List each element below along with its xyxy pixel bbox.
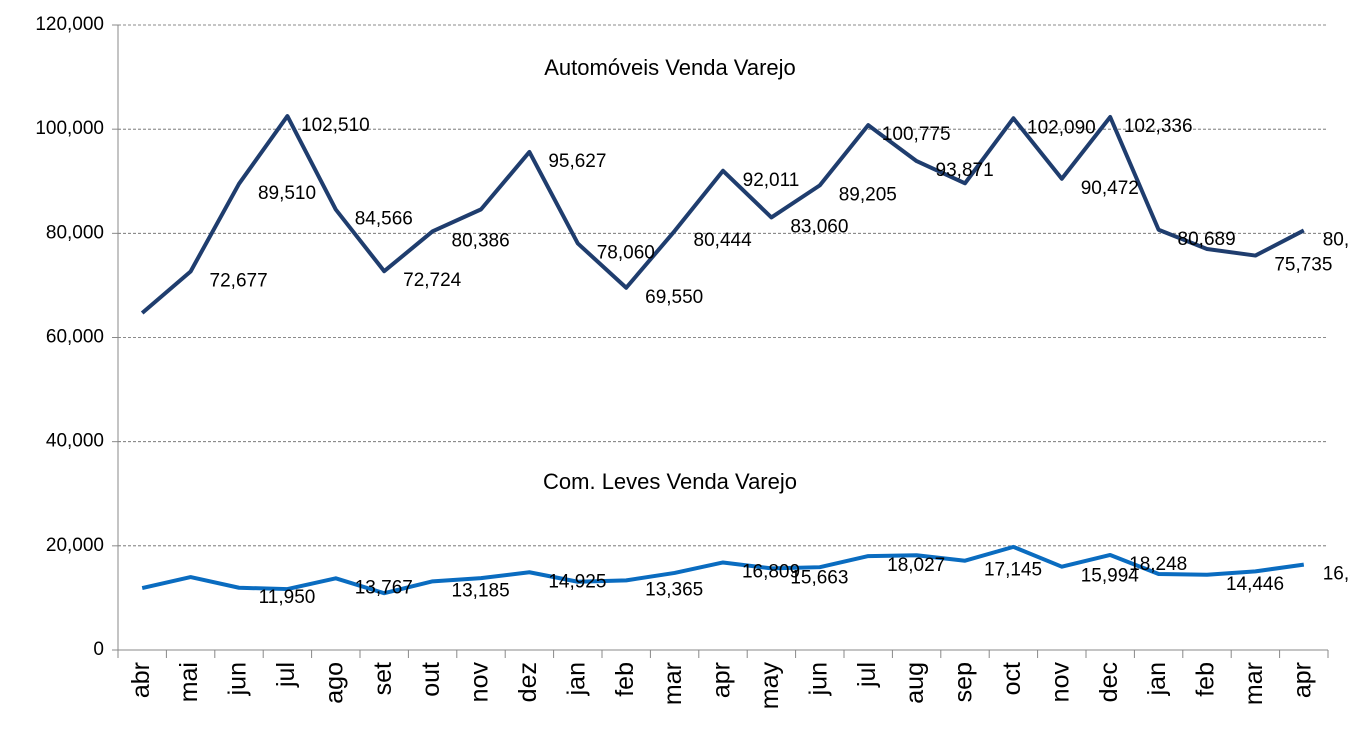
data-label: 14,925 xyxy=(548,571,606,592)
x-tick-label: nov xyxy=(1046,662,1074,703)
data-label: 15,663 xyxy=(790,567,848,588)
y-tick-label: 60,000 xyxy=(46,327,104,348)
x-tick-label: aug xyxy=(901,662,929,704)
x-tick-label: out xyxy=(417,662,445,697)
x-tick-label: set xyxy=(369,662,397,695)
data-label: 89,205 xyxy=(839,184,897,205)
y-tick-label: 20,000 xyxy=(46,535,104,556)
x-tick-label: jul xyxy=(272,662,300,688)
y-tick-label: 40,000 xyxy=(46,431,104,452)
data-label: 80,444 xyxy=(694,230,753,251)
x-tick-label: dec xyxy=(1095,662,1123,702)
x-tick-label: sep xyxy=(950,662,978,702)
data-label: 84,566 xyxy=(355,209,413,230)
x-tick-label: mai xyxy=(175,662,203,702)
x-tick-label: jan xyxy=(1143,662,1171,696)
data-label: 80,386 xyxy=(452,230,510,251)
x-tick-label: ago xyxy=(320,662,348,704)
series-annotation: Automóveis Venda Varejo xyxy=(544,55,796,80)
data-label: 13,185 xyxy=(452,580,510,601)
data-label: 16,393 xyxy=(1323,564,1350,585)
x-tick-label: dez xyxy=(514,662,542,702)
data-label: 14,446 xyxy=(1226,574,1284,595)
data-label: 69,550 xyxy=(645,287,703,308)
data-label: 102,336 xyxy=(1124,116,1193,137)
data-label: 78,060 xyxy=(597,242,655,263)
data-label: 16,809 xyxy=(742,561,800,582)
x-tick-label: jul xyxy=(853,662,881,688)
y-tick-label: 120,000 xyxy=(35,14,104,35)
data-label: 80,689 xyxy=(1178,229,1236,250)
y-tick-label: 80,000 xyxy=(46,222,104,243)
x-tick-label: apr xyxy=(708,662,736,698)
data-label: 17,145 xyxy=(984,560,1042,581)
x-tick-label: mar xyxy=(659,662,687,705)
x-tick-label: may xyxy=(756,662,784,710)
data-label: 15,994 xyxy=(1081,566,1140,587)
data-label: 18,027 xyxy=(887,555,945,576)
series-line xyxy=(140,114,1305,315)
x-tick-label: feb xyxy=(611,662,639,697)
data-label: 11,950 xyxy=(259,587,316,608)
x-tick-label: oct xyxy=(998,662,1026,695)
data-label: 92,011 xyxy=(743,170,800,191)
data-label: 89,510 xyxy=(258,183,316,204)
series-annotation: Com. Leves Venda Varejo xyxy=(543,469,797,494)
data-label: 90,472 xyxy=(1081,178,1139,199)
data-label: 102,510 xyxy=(301,115,370,136)
x-tick-label: mar xyxy=(1240,662,1268,705)
x-tick-label: apr xyxy=(1288,662,1316,698)
data-label: 13,365 xyxy=(645,579,703,600)
data-label: 75,735 xyxy=(1274,255,1332,276)
y-tick-label: 0 xyxy=(93,639,104,660)
data-label: 100,775 xyxy=(882,124,951,145)
x-tick-label: jun xyxy=(224,662,252,696)
data-label: 93,871 xyxy=(936,160,994,181)
x-tick-label: feb xyxy=(1192,662,1220,697)
data-label: 80,558 xyxy=(1323,229,1350,250)
series-line xyxy=(141,544,1305,596)
x-tick-label: jan xyxy=(562,662,590,696)
data-label: 72,724 xyxy=(403,270,462,291)
data-label: 83,060 xyxy=(790,216,848,237)
y-tick-label: 100,000 xyxy=(35,118,104,139)
x-tick-label: abr xyxy=(127,662,155,698)
x-tick-label: nov xyxy=(466,662,494,703)
x-tick-label: jun xyxy=(804,662,832,696)
data-label: 95,627 xyxy=(548,151,606,172)
data-label: 18,248 xyxy=(1129,554,1187,575)
data-label: 13,767 xyxy=(355,577,413,598)
data-label: 102,090 xyxy=(1027,117,1096,138)
data-label: 72,677 xyxy=(210,270,268,291)
